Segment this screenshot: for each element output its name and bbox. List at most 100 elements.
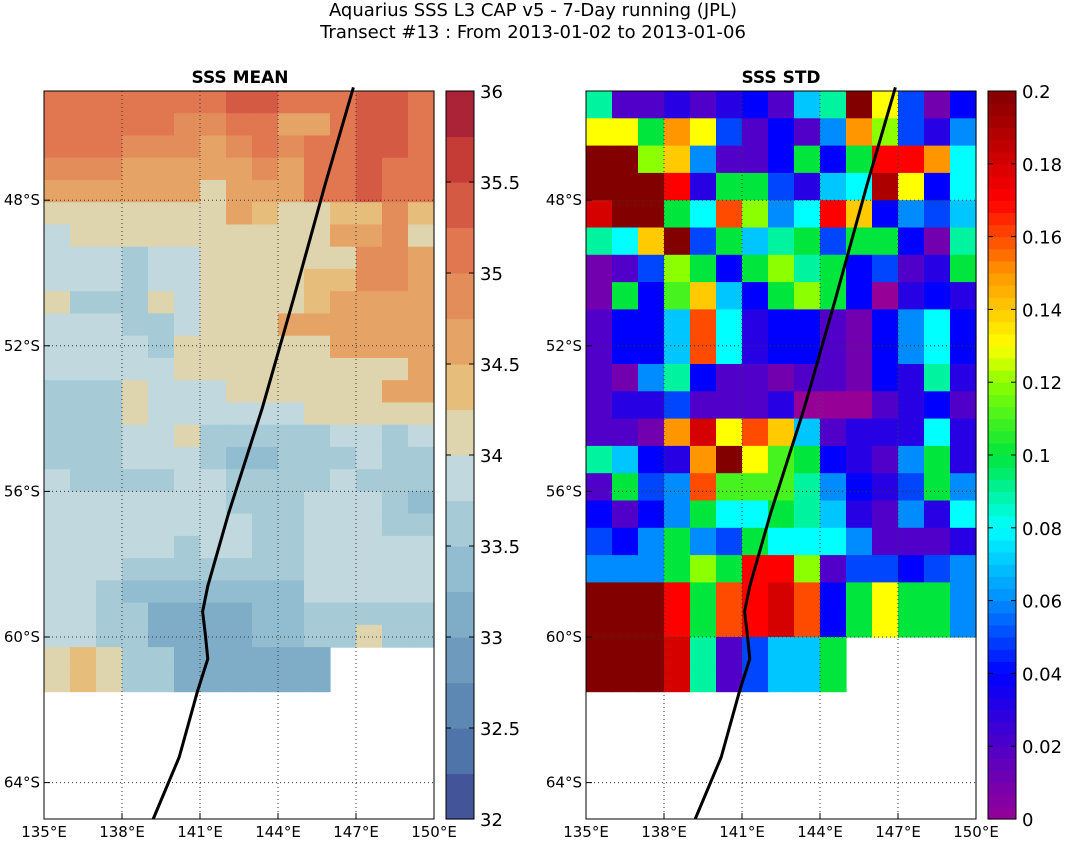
heatmap-cell	[122, 535, 149, 559]
heatmap-cell	[174, 224, 201, 248]
heatmap-cell	[278, 135, 305, 159]
heatmap-cell	[408, 402, 435, 426]
heatmap-cell	[794, 254, 821, 283]
heatmap-cell	[820, 527, 847, 556]
heatmap-cell	[716, 582, 743, 611]
heatmap-cell	[44, 202, 71, 226]
colorbar-tick-label: 0.08	[1022, 519, 1062, 540]
heatmap-cell	[408, 291, 435, 315]
heatmap-cell	[278, 446, 305, 470]
heatmap-cell	[252, 179, 279, 203]
heatmap-cell	[716, 445, 743, 474]
heatmap-cell	[304, 624, 331, 648]
heatmap-cell	[586, 500, 613, 529]
heatmap-cell	[226, 113, 253, 137]
heatmap-cell	[742, 172, 769, 201]
heatmap-cell	[252, 113, 279, 137]
heatmap-cell	[44, 91, 71, 114]
heatmap-cell	[898, 282, 925, 310]
colorbar-segment	[446, 728, 474, 775]
colorbar-segment	[446, 182, 474, 229]
heatmap-cell	[122, 224, 149, 248]
colorbar-segment	[988, 224, 1016, 238]
heatmap-cell	[356, 157, 383, 181]
heatmap-cell	[356, 624, 383, 648]
heatmap-cell	[122, 669, 149, 693]
heatmap-cell	[200, 335, 227, 359]
heatmap-cell	[794, 664, 821, 693]
heatmap-cell	[690, 637, 717, 665]
heatmap-cell	[586, 418, 613, 447]
heatmap-cell	[664, 145, 691, 174]
heatmap-cell	[382, 535, 409, 559]
heatmap-cell	[356, 491, 383, 515]
heatmap-cell	[174, 313, 201, 337]
heatmap-cell	[226, 291, 253, 315]
heatmap-cell	[226, 513, 253, 537]
colorbar-segment	[988, 697, 1016, 711]
colorbar-segment	[988, 588, 1016, 602]
heatmap-cell	[586, 145, 613, 174]
heatmap-cell	[122, 446, 149, 470]
heatmap-cell	[44, 580, 71, 604]
heatmap-cell	[70, 224, 97, 248]
heatmap-cell	[278, 157, 305, 181]
colorbar-tick-label: 0.18	[1022, 155, 1062, 176]
heatmap-cell	[716, 664, 743, 693]
heatmap-cell	[846, 391, 873, 420]
heatmap-cell	[122, 268, 149, 292]
heatmap-cell	[820, 418, 847, 447]
heatmap-cell	[200, 246, 227, 270]
heatmap-cell	[44, 291, 71, 315]
heatmap-cell	[950, 582, 977, 611]
colorbar-tick-label: 33	[480, 628, 503, 649]
heatmap-cell	[96, 602, 123, 626]
heatmap-cell	[122, 380, 149, 404]
colorbar-segment	[988, 139, 1016, 153]
heatmap-cell	[690, 473, 717, 502]
heatmap-cell	[278, 357, 305, 381]
heatmap-cell	[768, 527, 795, 556]
heatmap-cell	[664, 309, 691, 338]
heatmap-cell	[382, 513, 409, 537]
heatmap-cell	[122, 513, 149, 537]
heatmap-cell	[872, 364, 899, 392]
heatmap-cell	[820, 637, 847, 665]
heatmap-cell	[278, 224, 305, 248]
heatmap-cell	[382, 602, 409, 626]
colorbar-tick-label: 0.1	[1022, 446, 1051, 467]
heatmap-cell	[768, 664, 795, 693]
heatmap-cell	[356, 268, 383, 292]
heatmap-cell	[408, 224, 435, 248]
heatmap-cell	[638, 664, 665, 693]
heatmap-cell	[226, 135, 253, 159]
heatmap-cell	[664, 391, 691, 420]
heatmap-cell	[122, 424, 149, 448]
heatmap-cell	[252, 313, 279, 337]
heatmap-cell	[638, 200, 665, 229]
y-tick-label: 48°S	[546, 191, 582, 209]
colorbar-segment	[446, 591, 474, 638]
heatmap-cell	[226, 580, 253, 604]
heatmap-cell	[408, 469, 435, 492]
heatmap-cell	[356, 335, 383, 359]
heatmap-cell	[638, 336, 665, 365]
colorbar-segment	[988, 260, 1016, 274]
heatmap-cell	[898, 91, 925, 119]
heatmap-cell	[174, 602, 201, 626]
heatmap-cell	[122, 157, 149, 181]
colorbar-segment	[988, 309, 1016, 323]
colorbar-segment	[988, 212, 1016, 226]
heatmap-cell	[44, 402, 71, 426]
heatmap-cell	[872, 500, 899, 529]
heatmap-cell	[226, 202, 253, 226]
colorbar-segment	[988, 758, 1016, 772]
heatmap-cell	[330, 469, 357, 492]
heatmap-cell	[924, 282, 951, 310]
colorbar-segment	[988, 503, 1016, 517]
heatmap-cell	[690, 145, 717, 174]
heatmap-cell	[252, 224, 279, 248]
heatmap-cell	[872, 200, 899, 229]
heatmap-cell	[330, 491, 357, 515]
heatmap-cell	[846, 582, 873, 611]
